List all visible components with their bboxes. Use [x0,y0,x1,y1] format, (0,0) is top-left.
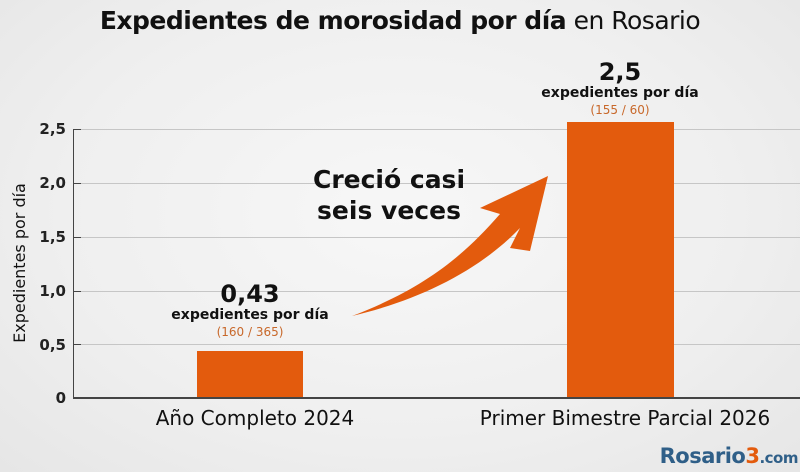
callout-line-1: Creció casi [312,165,466,194]
bar-primer-bimestre-2026 [567,122,674,398]
data-label-unit: expedientes por día [171,307,329,323]
x-category-2: Primer Bimestre Parcial 2026 [479,406,771,430]
y-tick-1-5: 1,5 [39,228,66,246]
chart-title-bold: Expedientes de morosidad por día [99,6,567,35]
data-label-bar-1: 0,43 expedientes por día (160 / 365) [150,281,350,340]
data-label-ratio: (160 / 365) [216,325,284,339]
gridline-1-5 [73,237,800,238]
y-tick-0: 0 [55,389,66,407]
gridline-1-0 [73,291,800,292]
chart-title-light: en Rosario [566,6,701,35]
logo-domain: .com [759,449,798,467]
y-tick-0-5: 0,5 [39,336,66,354]
callout-line-2: seis veces [317,196,461,225]
logo-main: Rosario [659,444,746,468]
x-axis-line [73,397,800,399]
data-label-ratio: (155 / 60) [590,103,650,117]
y-tick-2-5: 2,5 [39,120,66,138]
gridline-0-5 [73,344,800,345]
bar-ano-completo-2024 [197,351,303,398]
chart-title: Expedientes de morosidad por día en Rosa… [0,6,800,35]
data-label-unit: expedientes por día [541,85,699,101]
data-label-bar-2: 2,5 expedientes por día (155 / 60) [520,59,720,118]
gridline-2-5 [73,129,800,130]
x-category-1: Año Completo 2024 [155,406,355,430]
y-axis-line [73,129,74,398]
gridline-2-0 [73,183,800,184]
rosario3-logo: Rosario3.com [659,444,799,468]
growth-callout: Creció casi seis veces [300,164,478,226]
data-label-value: 2,5 [598,58,642,86]
y-tick-1-0: 1,0 [39,282,66,300]
y-tick-2-0: 2,0 [39,174,66,192]
logo-number: 3 [745,444,760,468]
data-label-value: 0,43 [220,280,280,308]
